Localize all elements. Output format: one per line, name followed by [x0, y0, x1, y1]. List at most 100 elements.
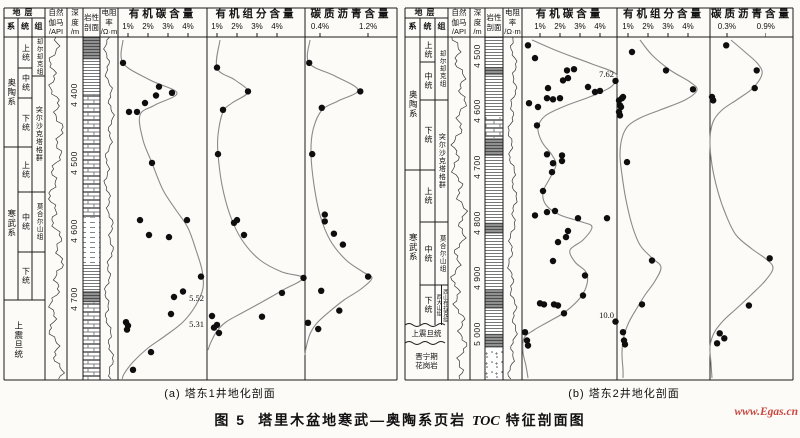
data-point	[648, 257, 656, 264]
gamma-log-curve-b	[450, 36, 469, 380]
data-point	[533, 122, 541, 129]
data-point	[564, 74, 572, 82]
lithology-column-b	[485, 37, 503, 380]
trend-curve	[120, 39, 204, 381]
data-point	[548, 168, 556, 176]
data-point	[540, 301, 548, 308]
track-a-2-carbon-bitumen	[304, 39, 373, 356]
data-point	[523, 337, 531, 344]
data-point	[165, 233, 173, 241]
unconformity-line	[404, 341, 446, 345]
litho-shale	[485, 308, 503, 334]
data-point	[721, 335, 728, 342]
data-point	[213, 64, 221, 71]
data-point	[554, 238, 562, 246]
data-point	[662, 67, 670, 74]
trend-curve	[619, 39, 698, 379]
data-point	[549, 160, 557, 167]
data-point	[129, 366, 137, 373]
data-point	[534, 103, 542, 111]
caption-toc: TOC	[471, 414, 500, 429]
litho-limestone	[83, 302, 100, 380]
data-point	[123, 326, 131, 333]
data-point	[521, 329, 529, 336]
data-point	[713, 340, 721, 347]
litho-shale	[83, 263, 100, 291]
data-point	[278, 289, 286, 297]
data-point	[562, 233, 570, 241]
resistivity-log-curve-a	[103, 36, 115, 380]
data-point	[563, 67, 571, 74]
data-point	[230, 219, 238, 226]
litho-dark-band	[485, 222, 503, 234]
data-point	[197, 273, 205, 280]
lithology-column-a	[83, 37, 100, 380]
data-point	[219, 106, 227, 114]
litho-mudstone	[83, 217, 100, 264]
resistivity-log-curve-b	[507, 36, 518, 380]
data-point	[318, 287, 325, 294]
data-point	[596, 87, 604, 95]
data-point	[559, 77, 567, 84]
trend-curve	[207, 39, 304, 351]
data-point	[584, 83, 592, 91]
data-point	[623, 158, 631, 166]
data-point	[306, 59, 313, 67]
data-point	[716, 330, 723, 337]
data-point	[167, 310, 175, 318]
data-point	[524, 342, 532, 349]
litho-dark-band	[485, 67, 503, 76]
data-point	[751, 84, 758, 92]
data-point	[244, 88, 252, 95]
data-point	[258, 313, 266, 320]
data-point	[612, 77, 619, 85]
data-point	[315, 325, 322, 333]
litho-dark-band	[83, 37, 100, 60]
data-point	[304, 319, 312, 326]
data-point	[591, 88, 599, 96]
data-point	[558, 152, 566, 159]
data-point	[147, 348, 155, 356]
litho-limestone	[83, 94, 100, 218]
data-point	[364, 273, 372, 280]
data-point	[170, 293, 178, 301]
data-point	[539, 187, 547, 195]
data-point	[579, 292, 587, 299]
trend-curve	[709, 39, 774, 379]
data-point	[556, 95, 564, 102]
litho-shale	[485, 155, 503, 223]
litho-shale	[485, 75, 503, 118]
data-point	[155, 83, 163, 90]
data-point	[618, 95, 626, 102]
data-point	[753, 67, 760, 74]
data-point	[560, 310, 568, 317]
data-point	[125, 108, 133, 116]
data-point	[145, 231, 153, 239]
data-point	[710, 97, 717, 104]
data-point	[628, 48, 636, 56]
data-point	[168, 89, 176, 97]
data-point	[745, 302, 753, 309]
data-point	[616, 112, 624, 119]
data-point	[309, 150, 316, 158]
caption-number: 图 5	[214, 412, 247, 428]
litho-dark-band	[83, 290, 100, 303]
watermark: www.Egas.cn	[734, 406, 798, 418]
data-point	[119, 59, 127, 67]
data-point	[543, 95, 551, 102]
data-point	[318, 104, 325, 112]
data-point	[689, 86, 697, 93]
track-b-0-toc	[521, 39, 619, 379]
data-point	[210, 324, 218, 331]
data-point	[141, 99, 149, 107]
litho-limestone	[485, 117, 503, 139]
litho-shale	[83, 59, 100, 95]
data-point	[603, 215, 611, 222]
data-point	[549, 96, 557, 103]
data-point	[300, 274, 307, 282]
data-point	[339, 241, 347, 248]
data-point	[524, 42, 532, 49]
data-point	[574, 215, 582, 222]
data-point	[133, 108, 141, 116]
data-point	[531, 212, 539, 219]
